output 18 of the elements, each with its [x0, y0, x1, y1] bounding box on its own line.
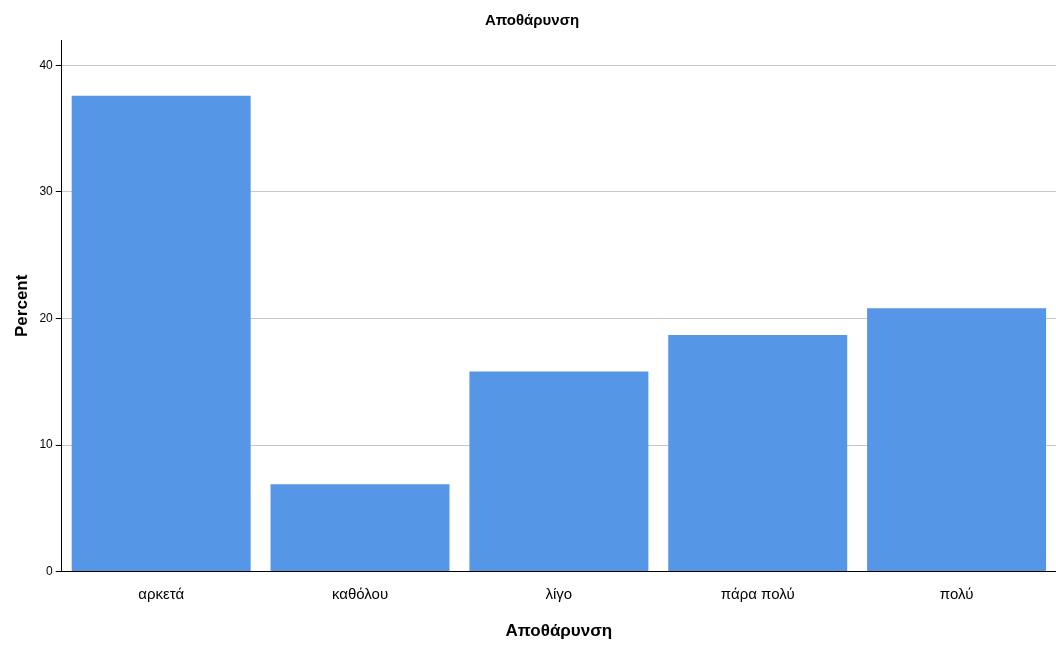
y-axis-title: Percent: [11, 274, 31, 337]
y-tick-label: 30: [39, 184, 54, 199]
bar: [71, 95, 251, 572]
bar: [867, 308, 1047, 572]
y-tick-label: 10: [39, 437, 54, 452]
x-tick-label: λίγο: [545, 584, 573, 602]
x-axis-title: Αποθάρυνση: [505, 621, 613, 641]
chart-title: Αποθάρυνση: [484, 11, 580, 29]
x-tick-label: καθόλου: [331, 584, 389, 602]
x-tick-label: πάρα πολύ: [720, 584, 795, 602]
y-tick-label: 40: [39, 57, 54, 72]
x-tick-label: πολύ: [939, 584, 974, 602]
y-tick-label: 20: [39, 310, 54, 325]
bar: [469, 371, 649, 572]
x-tick-label: αρκετά: [138, 584, 185, 602]
bar: [270, 484, 450, 572]
bar: [668, 334, 848, 572]
y-tick-label: 0: [46, 563, 54, 578]
